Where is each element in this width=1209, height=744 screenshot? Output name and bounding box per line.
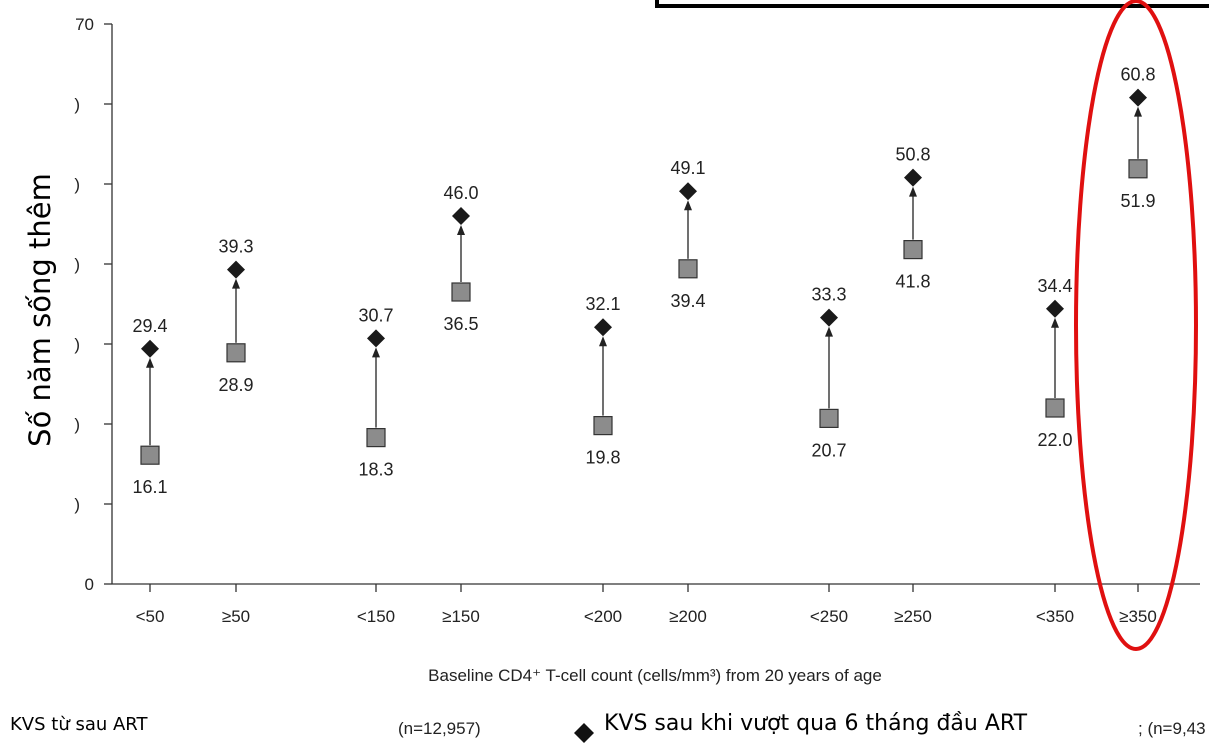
square-value-label: 19.8 bbox=[585, 448, 620, 468]
y-tick-label-fragment: ) bbox=[74, 175, 80, 194]
square-value-label: 20.7 bbox=[811, 440, 846, 460]
diamond-value-label: 33.3 bbox=[811, 285, 846, 305]
x-axis-label: Baseline CD4⁺ T-cell count (cells/mm³) f… bbox=[428, 666, 882, 685]
arrow-head bbox=[825, 326, 833, 337]
diamond-point bbox=[594, 318, 612, 337]
square-point bbox=[451, 282, 471, 302]
category-label: ≥350 bbox=[1119, 607, 1157, 626]
square-value-label: 16.1 bbox=[132, 477, 167, 497]
legend-n-left: (n=12,957) bbox=[398, 719, 481, 738]
legend-diamond-marker bbox=[574, 723, 594, 743]
diamond-point bbox=[1129, 88, 1147, 107]
diamond-value-label: 29.4 bbox=[132, 316, 167, 336]
y-tick-label-top: 70 bbox=[75, 15, 94, 34]
y-tick-label-fragment: ) bbox=[74, 335, 80, 354]
diamond-point bbox=[141, 339, 159, 358]
category-label: <250 bbox=[810, 607, 848, 626]
diamond-point bbox=[1046, 299, 1064, 318]
y-tick-label-fragment: ) bbox=[74, 415, 80, 434]
square-point bbox=[819, 408, 839, 428]
diamond-point bbox=[452, 207, 470, 225]
diamond-point bbox=[820, 308, 838, 327]
arrow-head bbox=[146, 357, 154, 368]
square-value-label: 39.4 bbox=[670, 291, 705, 311]
square-value-label: 36.5 bbox=[443, 314, 478, 334]
diamond-value-label: 34.4 bbox=[1037, 276, 1072, 296]
category-label: ≥200 bbox=[669, 607, 707, 626]
legend-label-diamond: KVS sau khi vượt qua 6 tháng đầu ART bbox=[604, 711, 1028, 736]
square-point bbox=[678, 259, 698, 279]
y-tick-label-fragments: )))))) bbox=[74, 95, 80, 514]
square-value-label: 28.9 bbox=[218, 375, 253, 395]
highlight-ellipse bbox=[1074, 0, 1198, 651]
diamond-point bbox=[227, 260, 245, 279]
y-tick-label-fragment: ) bbox=[74, 95, 80, 114]
square-point bbox=[903, 240, 923, 260]
diamond-point bbox=[367, 329, 385, 348]
diamond-value-label: 39.3 bbox=[218, 237, 253, 257]
x-tick-labels: <50 ≥50 <150 ≥150 <200 ≥200 <250 ≥250 <350 ≥350 bbox=[136, 607, 1157, 626]
arrow-head bbox=[909, 186, 917, 197]
y-axis-label: Số năm sống thêm bbox=[23, 173, 57, 447]
square-value-label: 51.9 bbox=[1120, 191, 1155, 211]
y-tick-label-fragment: ) bbox=[74, 255, 80, 274]
diamond-value-label: 32.1 bbox=[585, 294, 620, 314]
square-value-label: 22.0 bbox=[1037, 430, 1072, 450]
arrow-head bbox=[599, 336, 607, 347]
category-label: ≥250 bbox=[894, 607, 932, 626]
category-label: <150 bbox=[357, 607, 395, 626]
category-label: <350 bbox=[1036, 607, 1074, 626]
squares-layer bbox=[140, 159, 1148, 465]
legend-n-right: ; (n=9,43 bbox=[1138, 719, 1206, 738]
diamond-value-label: 30.7 bbox=[358, 305, 393, 325]
legend-label-square: KVS từ sau ART bbox=[10, 714, 149, 735]
square-point bbox=[226, 343, 246, 363]
y-tick-label-bottom: 0 bbox=[85, 575, 94, 594]
square-point bbox=[1128, 159, 1148, 179]
diamond-point bbox=[904, 168, 922, 187]
arrow-head bbox=[1134, 106, 1142, 117]
square-value-label: 18.3 bbox=[358, 460, 393, 480]
arrow-head bbox=[684, 200, 692, 211]
y-tick-label-fragment: ) bbox=[74, 495, 80, 514]
square-value-label: 41.8 bbox=[895, 272, 930, 292]
diamonds-layer bbox=[141, 88, 1147, 358]
square-point bbox=[140, 445, 160, 465]
category-label: ≥150 bbox=[442, 607, 480, 626]
diamond-value-label: 60.8 bbox=[1120, 65, 1155, 85]
category-label: <50 bbox=[136, 607, 165, 626]
square-point bbox=[593, 416, 613, 436]
data-labels-layer: 29.4 16.1 39.3 28.9 30.7 18.3 46.0 36.5 32.1 19.8… bbox=[132, 65, 1155, 498]
y-ticks bbox=[104, 23, 112, 585]
category-label: ≥50 bbox=[222, 607, 250, 626]
category-label: <200 bbox=[584, 607, 622, 626]
diamond-value-label: 46.0 bbox=[443, 183, 478, 203]
square-point bbox=[1045, 398, 1065, 418]
arrow-head bbox=[457, 225, 465, 235]
inset-box-edge bbox=[655, 0, 1209, 8]
arrow-head bbox=[232, 278, 240, 289]
x-ticks bbox=[149, 584, 1139, 592]
diamond-value-label: 50.8 bbox=[895, 145, 930, 165]
diamond-value-label: 49.1 bbox=[670, 158, 705, 178]
square-point bbox=[366, 428, 386, 448]
diamond-point bbox=[679, 182, 697, 201]
arrow-head bbox=[1051, 317, 1059, 328]
arrows-layer bbox=[146, 106, 1142, 446]
arrow-head bbox=[372, 347, 380, 358]
